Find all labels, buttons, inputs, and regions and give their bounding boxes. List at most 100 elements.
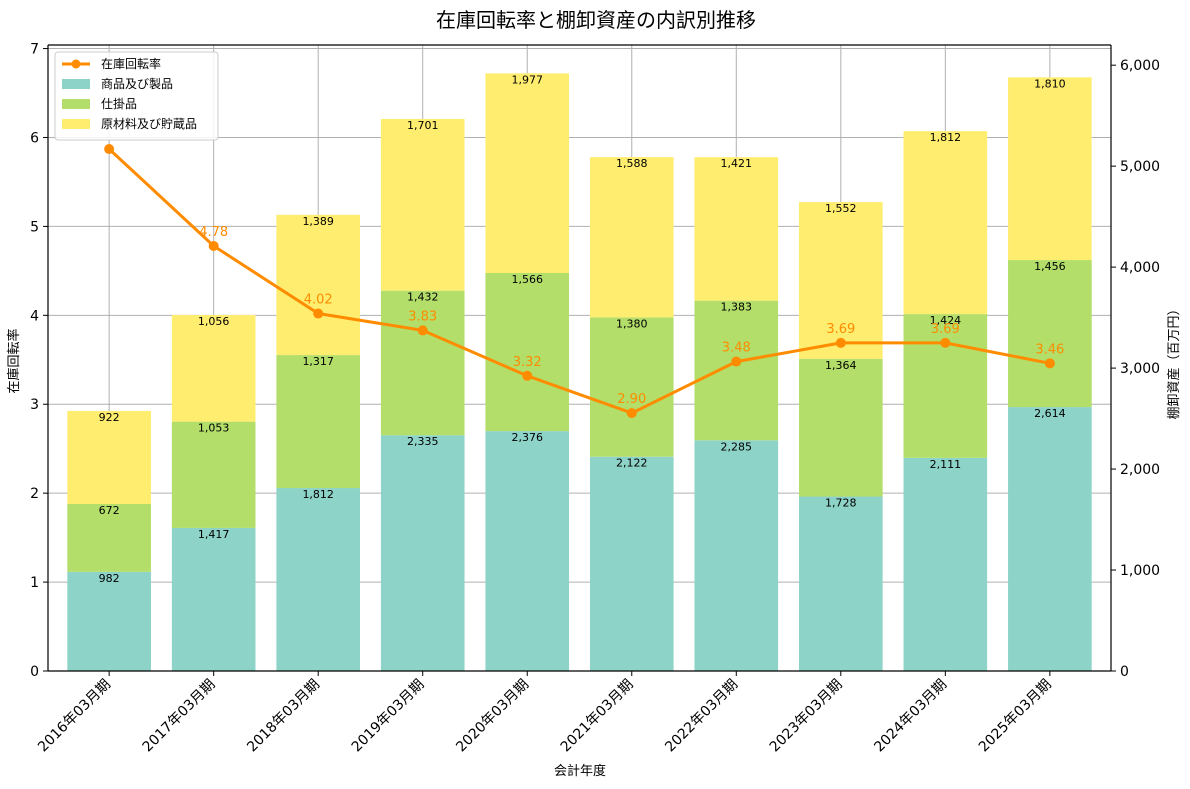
- legend-swatch: [62, 79, 90, 89]
- y-right-tick-label: 6,000: [1120, 58, 1160, 74]
- bar-segment: [380, 118, 465, 291]
- legend-swatch: [62, 99, 90, 109]
- y-left-tick-label: 3: [30, 397, 39, 413]
- bar-value-label: 1,389: [302, 215, 334, 228]
- rate-point: [940, 337, 951, 348]
- bar-segment: [171, 314, 256, 422]
- bar-segment: [1008, 407, 1092, 671]
- y-right-tick-label: 2,000: [1120, 462, 1160, 478]
- rate-point: [626, 408, 637, 419]
- bar-segment: [903, 131, 988, 315]
- bar-value-label: 1,053: [198, 422, 230, 435]
- bar-value-label: 1,812: [930, 131, 962, 144]
- bar-value-label: 1,552: [825, 202, 857, 215]
- bar-segment: [589, 456, 674, 671]
- rate-value-label: 3.46: [1035, 342, 1064, 357]
- y-right-tick-label: 5,000: [1120, 159, 1160, 175]
- bar-value-label: 1,977: [511, 73, 543, 86]
- bar-value-label: 1,383: [721, 301, 753, 314]
- y-left-tick-label: 1: [30, 575, 39, 591]
- bar-segment: [694, 300, 779, 441]
- legend-entry-label: 商品及び製品: [101, 76, 173, 91]
- y-right-tick-label: 4,000: [1120, 260, 1160, 276]
- bar-value-label: 982: [99, 572, 120, 585]
- bar-segment: [589, 157, 674, 318]
- bar-segment: [694, 440, 779, 671]
- bar-value-label: 1,056: [198, 315, 230, 328]
- bar-segment: [485, 431, 570, 671]
- rate-value-label: 3.32: [513, 355, 542, 370]
- bar-value-label: 922: [99, 411, 120, 424]
- rate-value-label: 3.48: [722, 341, 751, 356]
- bar-segment: [380, 435, 465, 671]
- bar-segment: [1008, 77, 1092, 261]
- rate-line-series: 4.78 4.02 3.83 3.32 2.90 3.48 3.69 3.69 3.46: [104, 144, 1064, 419]
- y-left-tick-label: 2: [30, 486, 39, 502]
- bar-value-label: 1,317: [302, 355, 334, 368]
- bar-segment: [276, 488, 361, 671]
- rate-value-label: 3.83: [408, 309, 437, 324]
- x-tick-label: 2017年03月期: [140, 677, 219, 756]
- x-tick-label: 2016年03月期: [35, 677, 114, 756]
- bar-value-label: 1,364: [825, 359, 857, 372]
- bar-segment: [171, 527, 256, 671]
- rate-value-label: 3.69: [826, 322, 855, 337]
- y-right-tick-label: 1,000: [1120, 563, 1160, 579]
- bar-value-label: 1,456: [1034, 260, 1066, 273]
- rate-value-label: 3.69: [931, 322, 960, 337]
- bar-value-label: 1,810: [1034, 77, 1066, 90]
- legend-box: [54, 51, 219, 141]
- x-tick-label: 2022年03月期: [662, 677, 741, 756]
- bar-value-label: 1,701: [407, 119, 439, 132]
- rate-line: [108, 147, 1051, 415]
- x-tick-label: 2021年03月期: [558, 677, 637, 756]
- rate-point: [208, 240, 219, 251]
- bar-value-label: 1,421: [721, 157, 753, 170]
- y-left-tick-label: 6: [30, 130, 39, 146]
- rate-point: [731, 356, 742, 367]
- rate-point: [835, 337, 846, 348]
- bar-value-label: 1,566: [511, 273, 543, 286]
- x-tick-label: 2019年03月期: [349, 677, 428, 756]
- bar-value-label: 1,380: [616, 317, 648, 330]
- bar-segment: [903, 457, 988, 671]
- legend-entry-label: 在庫回転率: [101, 56, 161, 71]
- bar-segment: [67, 410, 151, 504]
- y-left-tick-label: 7: [30, 42, 39, 58]
- rate-point: [522, 370, 533, 381]
- x-tick-label: 2020年03月期: [453, 677, 532, 756]
- bar-value-label: 2,122: [616, 457, 648, 470]
- bar-segment: [485, 272, 570, 432]
- rate-point: [417, 325, 428, 336]
- chart-title: 在庫回転率と棚卸資産の内訳別推移: [436, 8, 756, 32]
- x-tick-label: 2018年03月期: [244, 677, 323, 756]
- bar-segment: [276, 214, 361, 356]
- rate-point: [313, 308, 324, 319]
- rate-value-label: 4.78: [199, 225, 228, 240]
- x-tick-label: 2025年03月期: [976, 677, 1055, 756]
- bar-value-label: 1,432: [407, 291, 439, 304]
- bar-value-label: 1,588: [616, 157, 648, 170]
- bar-value-label: 2,111: [930, 458, 962, 471]
- y-left-tick-label: 0: [30, 664, 39, 680]
- y-left-tick-label: 5: [30, 219, 39, 235]
- y-right-tick-label: 3,000: [1120, 361, 1160, 377]
- bar-segment: [67, 571, 151, 671]
- bar-segment: [276, 355, 361, 489]
- y-right-tick-label: 0: [1120, 664, 1129, 680]
- bar-value-label: 1,424: [930, 314, 962, 327]
- bar-value-label: 2,285: [721, 440, 753, 453]
- bar-value-label: 1,417: [198, 528, 230, 541]
- bar-segment: [798, 358, 883, 497]
- y-left-tick-label: 4: [30, 308, 39, 324]
- bar-segment: [485, 73, 570, 273]
- bar-value-label: 672: [99, 504, 120, 517]
- bars: [67, 73, 1092, 671]
- bar-segment: [171, 421, 256, 528]
- legend-swatch: [62, 119, 90, 129]
- bar-labels: 982 1,417 1,812 2,335 2,376 2,122 2,285 1,728 2,…: [99, 73, 1066, 584]
- bar-value-label: 2,335: [407, 435, 439, 448]
